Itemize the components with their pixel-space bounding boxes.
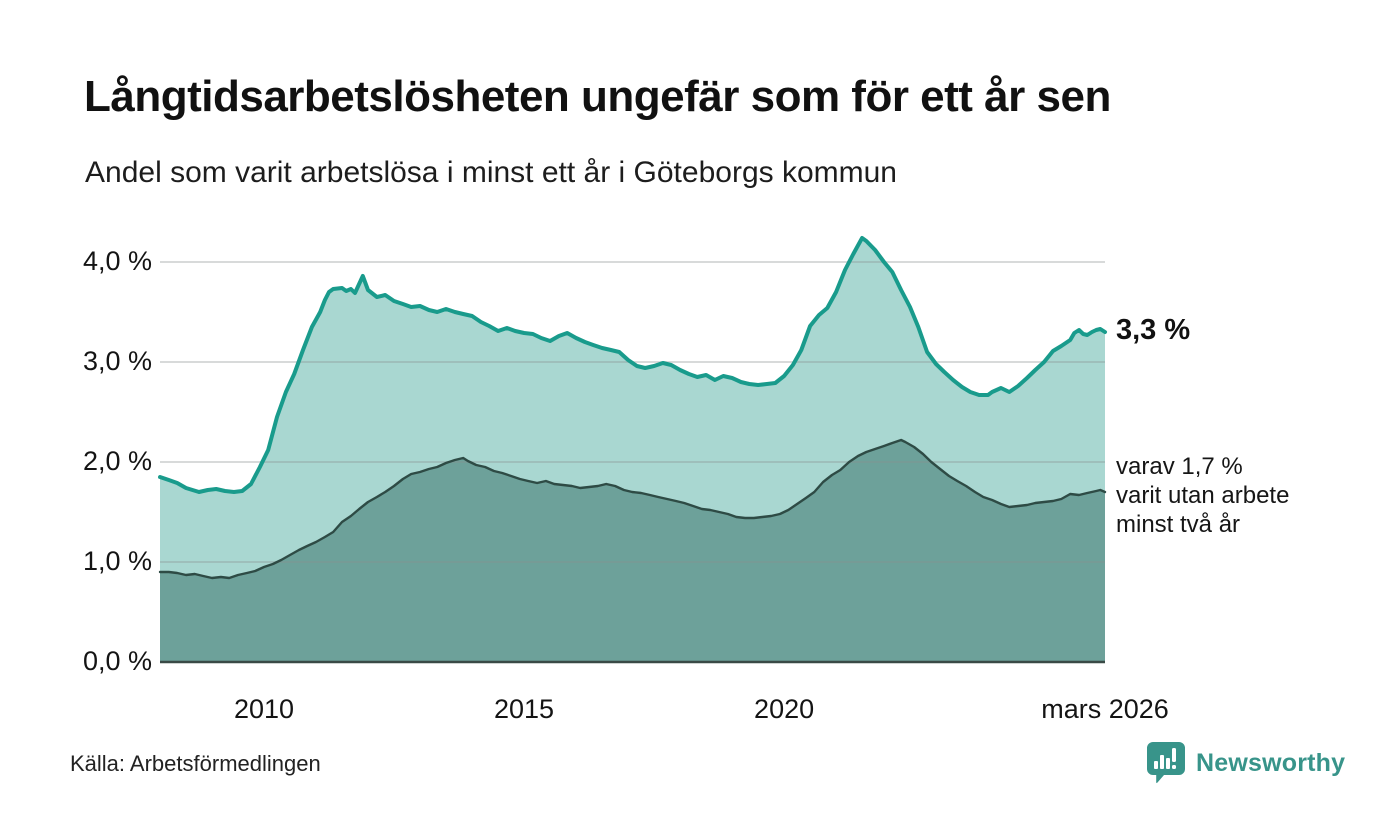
y-tick-label: 4,0 % bbox=[82, 246, 152, 276]
chart-title: Långtidsarbetslösheten ungefär som för e… bbox=[84, 72, 1111, 121]
y-tick-label: 3,0 % bbox=[82, 346, 152, 376]
newsworthy-icon bbox=[1147, 742, 1185, 784]
end-label-two-years-line: varav 1,7 % bbox=[1116, 453, 1243, 480]
end-label-two-years: varav 1,7 % varit utan arbete minst två … bbox=[1116, 452, 1289, 539]
x-tick-label: 2020 bbox=[754, 694, 815, 724]
x-tick-label: mars 2026 bbox=[1041, 694, 1169, 724]
source-note: Källa: Arbetsförmedlingen bbox=[70, 751, 321, 776]
brand-logo: Newsworthy bbox=[1146, 741, 1345, 785]
series-line-1 bbox=[158, 438, 1107, 580]
y-tick-label: 2,0 % bbox=[82, 446, 152, 476]
end-label-two-years-line: varit utan arbete bbox=[1116, 482, 1290, 509]
series-area-1 bbox=[160, 440, 1105, 662]
y-tick-label: 1,0 % bbox=[82, 546, 152, 576]
brand-wordmark: Newsworthy bbox=[1196, 748, 1346, 777]
chart-subtitle: Andel som varit arbetslösa i minst ett å… bbox=[85, 156, 897, 189]
end-label-one-year: 3,3 % bbox=[1116, 314, 1191, 346]
x-tick-label: 2015 bbox=[494, 694, 555, 724]
x-tick-label: 2010 bbox=[233, 694, 295, 724]
y-tick-label: 0,0 % bbox=[82, 646, 152, 676]
end-label-two-years-line: minst två år bbox=[1116, 511, 1241, 538]
series-line-0 bbox=[158, 236, 1107, 494]
